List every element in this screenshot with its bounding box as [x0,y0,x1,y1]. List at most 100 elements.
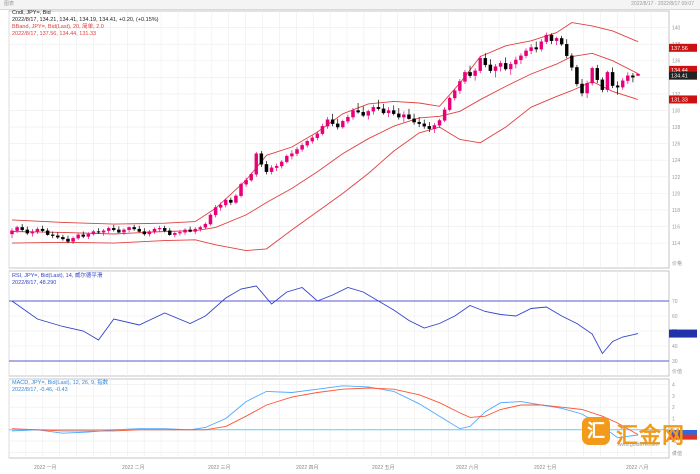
candle-body [269,167,274,172]
candle-body [173,233,177,235]
candle-body [152,228,157,232]
candle-body [407,114,411,119]
candle-body [330,119,335,124]
candle [310,135,315,144]
price-tag-lower-bg [669,95,697,104]
price-panel-y-tick-label: 124 [672,158,681,164]
candle [168,228,172,236]
candle [636,73,640,76]
candle [25,226,29,235]
candle [132,224,136,231]
candle [106,226,111,234]
candle [483,53,488,68]
candle [585,80,589,99]
candle-body [397,113,401,118]
candle [56,232,60,239]
candle [244,177,248,187]
candle-body [101,230,106,233]
candle [575,64,579,87]
candle [269,165,274,175]
candle-body [112,228,116,231]
price-panel-y-tick-label: 126 [672,142,681,148]
candle [519,53,523,65]
macd-panel-y-tick-label: -1 [672,439,677,445]
candle [178,229,182,236]
candle [157,225,162,232]
candle [259,151,264,167]
candle [188,226,192,233]
watermark-text: 汇金网 [616,423,686,448]
macd-signal-value-tag [669,434,697,440]
candle [91,229,96,236]
candle-body [188,229,192,232]
candle [503,57,508,71]
candle-body [442,109,447,121]
candle-body [371,107,376,112]
candle [402,111,406,123]
macd-panel-axis-unit: 价值 [672,450,682,457]
candle [61,234,65,241]
candle [76,233,80,240]
candle-body [559,38,564,45]
macd-value-tag [669,429,697,435]
candle-body [259,153,264,165]
candle-body [295,149,299,154]
candle-body [132,227,136,230]
candle-body [229,199,233,203]
price-panel-y-tick-label: 120 [672,191,681,197]
candle [621,78,625,90]
candle-body [544,34,549,42]
candle-body [570,55,574,68]
title-bar: 图表 2022/8/17 · 2022/8/17 09:07 [0,0,700,10]
candle-body [71,238,75,242]
candle [280,160,284,169]
x-axis-month-label: 2022 七月 [534,464,557,471]
candle [30,229,35,237]
main-legend-line1: Cndl, JPY=, Bid [12,10,51,16]
candle-body [509,63,513,70]
candle [615,81,620,95]
macd-panel-y-tick-label: 4 [672,383,675,389]
candle-body [285,155,289,163]
candle [285,154,289,164]
candle-body [453,90,457,99]
x-axis-month-label: 2022 二月 [122,465,145,471]
candle-body [493,66,498,71]
candle [86,232,91,239]
candle-body [458,81,462,91]
candle [361,106,365,118]
candle-body [463,72,467,82]
candle [274,163,279,172]
price-panel-y-tick-label: 118 [672,208,680,214]
candle [473,68,477,81]
candle [412,113,416,125]
candle-body [391,110,396,114]
candle-body [534,47,538,50]
candle [397,107,401,120]
candle [290,150,294,160]
candle-body [193,228,197,232]
candle-body [325,119,330,127]
candle [142,228,147,236]
x-axis-month-label: 2022 八月 [626,465,649,471]
candle-body [585,82,589,94]
candle [81,231,85,239]
candle-body [234,195,238,203]
candle [458,78,462,94]
price-tag-mid: 134.44 [671,68,688,74]
candle [442,107,447,123]
candle-body [631,75,635,78]
price-tag-lower: 131.33 [671,97,688,103]
candle-body [208,214,213,225]
rsi-panel-axis-unit: 价值 [672,368,682,375]
candle [565,39,569,59]
candle [498,60,503,72]
candle [427,122,432,133]
candle [193,227,197,235]
candle-body [356,110,360,113]
candle [203,222,208,230]
main-legend: Cndl, JPY=, Bid 2022/8/17, 134.21, 134.4… [12,10,158,38]
candle [422,119,426,129]
candle-body [615,85,620,88]
